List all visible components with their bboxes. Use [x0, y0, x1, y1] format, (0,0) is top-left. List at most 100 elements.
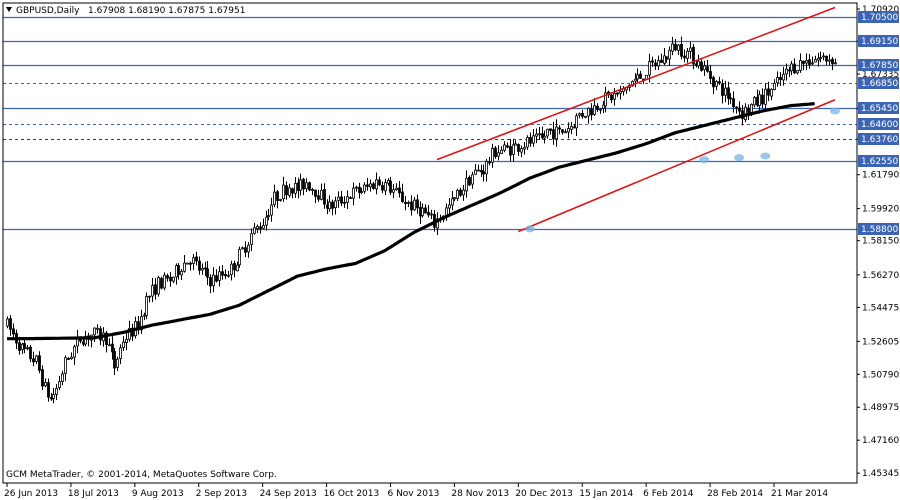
- candle-body: [785, 68, 788, 75]
- candle-body: [384, 182, 387, 192]
- candle-body: [270, 204, 273, 216]
- price-tick-label: 1.59920: [862, 205, 899, 215]
- candle-body: [206, 268, 209, 278]
- candle-body: [209, 277, 212, 287]
- candle-body: [651, 60, 654, 63]
- time-tick-label: 16 Oct 2013: [324, 489, 380, 499]
- candle-body: [587, 107, 590, 117]
- candle-body: [503, 144, 506, 151]
- candle-body: [145, 296, 148, 317]
- candle-body: [546, 128, 549, 137]
- candle-body: [706, 66, 709, 72]
- symbol-dropdown-icon[interactable]: [6, 7, 12, 12]
- candle-body: [47, 382, 50, 398]
- candle-body: [195, 256, 198, 262]
- candle-body: [703, 65, 706, 71]
- candle-body: [773, 82, 776, 91]
- level-label-text: 1.63760: [861, 135, 898, 145]
- chart-frame: [2, 2, 858, 484]
- level-label-box: [858, 11, 899, 23]
- candle-body: [811, 62, 814, 65]
- candle-body: [474, 169, 477, 175]
- candle-body: [128, 328, 131, 340]
- candle-body: [372, 183, 375, 189]
- candle-body: [151, 285, 154, 297]
- candle-body: [567, 128, 570, 133]
- candle-body: [471, 174, 474, 185]
- candle-body: [596, 105, 599, 110]
- candle-body: [727, 87, 730, 99]
- candle-body: [154, 284, 157, 295]
- candle-body: [331, 201, 334, 209]
- candle-body: [224, 274, 227, 277]
- time-tick-label: 2 Sep 2013: [196, 489, 247, 499]
- candle-body: [814, 59, 817, 63]
- channel-upper-line: [436, 6, 836, 161]
- price-tick-label: 1.45345: [862, 469, 899, 479]
- candle-body: [584, 115, 587, 118]
- candle-body: [279, 199, 282, 201]
- level-label-box: [858, 35, 899, 47]
- candle-body: [320, 189, 323, 200]
- candle-body: [758, 94, 761, 106]
- time-tick-label: 20 Dec 2013: [515, 489, 573, 499]
- candle-body: [494, 147, 497, 158]
- candle-body: [817, 57, 820, 61]
- candle-body: [259, 226, 262, 230]
- candle-body: [218, 271, 221, 281]
- candle-body: [564, 131, 567, 134]
- candle-body: [18, 342, 21, 351]
- candle-body: [523, 146, 526, 150]
- candle-body: [541, 133, 544, 139]
- candle-body: [247, 244, 250, 253]
- candle-body: [70, 356, 73, 359]
- price-tick-label: 1.58150: [862, 237, 899, 247]
- candle-body: [529, 136, 532, 144]
- candle-body: [192, 257, 195, 264]
- candle-body: [169, 276, 172, 282]
- price-tick-label: 1.50790: [862, 370, 899, 380]
- candle-body: [700, 61, 703, 71]
- candle-body: [378, 179, 381, 186]
- candle-body: [619, 90, 622, 94]
- symbol-timeframe: GBPUSD,Daily: [16, 6, 80, 16]
- candle-body: [654, 62, 657, 67]
- candle-body: [532, 135, 535, 144]
- candle-body: [834, 62, 837, 65]
- level-label-text: 1.65450: [861, 104, 898, 114]
- candle-body: [64, 357, 67, 374]
- candle-body: [44, 382, 47, 387]
- candle-body: [555, 126, 558, 140]
- candle-body: [302, 178, 305, 190]
- candle-body: [262, 225, 265, 229]
- candle-body: [782, 73, 785, 81]
- candle-body: [610, 94, 613, 101]
- candle-body: [198, 260, 201, 271]
- candle-body: [416, 199, 419, 209]
- time-tick-label: 26 Jun 2013: [4, 489, 58, 499]
- candle-body: [314, 189, 317, 197]
- candle-body: [648, 61, 651, 76]
- candle-body: [58, 381, 61, 388]
- candle-body: [250, 233, 253, 245]
- candle-body: [122, 341, 125, 348]
- candle-body: [602, 104, 605, 109]
- candle-body: [497, 152, 500, 157]
- candle-body: [61, 373, 64, 382]
- candle-body: [404, 201, 407, 204]
- candle-body: [285, 185, 288, 196]
- candle-body: [613, 93, 616, 100]
- time-axis: 26 Jun 2013 18 Jul 2013 9 Aug 2013 2 Sep 20…: [4, 483, 828, 499]
- candle-body: [802, 60, 805, 64]
- candle-body: [9, 318, 12, 330]
- candle-body: [535, 133, 538, 137]
- candle-body: [770, 88, 773, 97]
- candle-body: [721, 83, 724, 96]
- time-tick-label: 9 Aug 2013: [132, 489, 184, 499]
- candle-body: [32, 358, 35, 363]
- time-tick-label: 24 Sep 2013: [260, 489, 317, 499]
- candle-body: [93, 327, 96, 336]
- candle-body: [55, 387, 58, 395]
- candle-body: [236, 264, 239, 272]
